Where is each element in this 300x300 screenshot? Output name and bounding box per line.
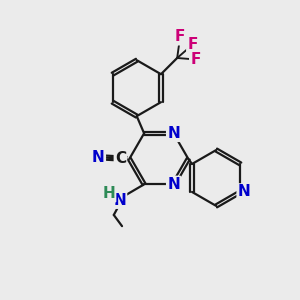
Text: C: C	[115, 151, 126, 166]
Text: N: N	[238, 184, 250, 200]
Text: N: N	[167, 177, 180, 192]
Text: N: N	[92, 150, 105, 165]
Text: N: N	[167, 126, 180, 141]
Text: F: F	[190, 52, 201, 67]
Text: F: F	[175, 29, 185, 44]
Text: F: F	[187, 37, 198, 52]
Text: H: H	[102, 186, 115, 201]
Text: N: N	[113, 193, 126, 208]
